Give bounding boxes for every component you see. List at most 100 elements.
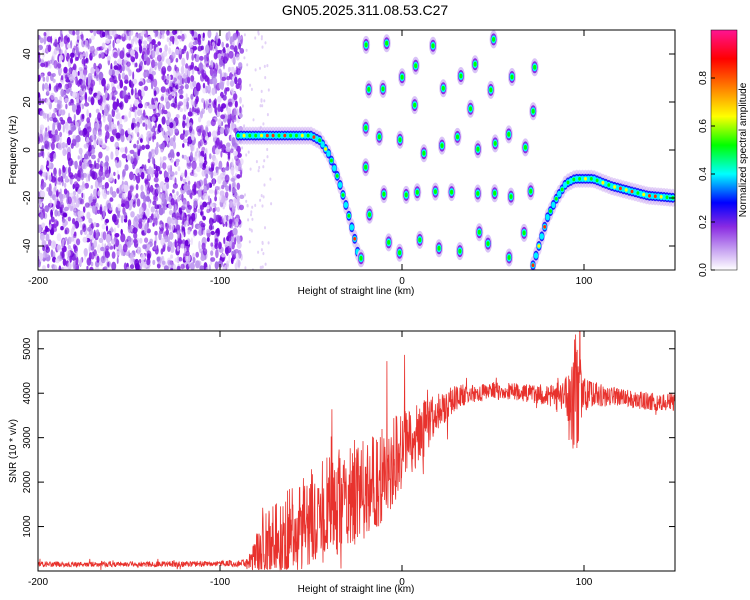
noise-blob: [121, 192, 127, 200]
noise-blob: [98, 63, 102, 70]
noise-blob: [246, 63, 249, 67]
noise-blob: [250, 87, 253, 91]
noise-blob: [148, 201, 151, 209]
alias-blob: [450, 189, 454, 195]
snr-panel: -200 -100 0 100 1000 2000 3000 4000 5000 Height …: [8, 330, 676, 595]
noise-blob: [136, 175, 141, 184]
noise-blob: [160, 86, 166, 93]
noise-blob: [112, 75, 117, 84]
noise-blob: [151, 155, 155, 165]
noise-blob: [85, 174, 89, 183]
noise-blob: [81, 184, 86, 191]
noise-blob: [84, 102, 90, 107]
noise-blob: [226, 248, 229, 256]
noise-blob: [173, 194, 177, 200]
noise-blob: [194, 151, 198, 161]
noise-blob: [81, 80, 86, 87]
noise-blob: [197, 224, 201, 230]
alias-blob: [437, 245, 441, 251]
noise-blob: [140, 191, 145, 200]
alias-blob: [364, 42, 368, 48]
noise-blob: [219, 127, 224, 135]
noise-blob: [88, 87, 93, 95]
noise-blob: [261, 204, 264, 208]
noise-blob: [140, 171, 145, 180]
noise-blob: [196, 260, 202, 267]
noise-blob: [196, 147, 199, 153]
x-tick-label: 0: [399, 577, 405, 588]
noise-blob: [71, 253, 77, 261]
noise-blob: [41, 240, 47, 245]
noise-blob: [134, 51, 139, 60]
right-ridge-peak: [648, 194, 651, 198]
noise-blob: [170, 254, 174, 259]
noise-blob: [187, 245, 190, 253]
left-ridge: [332, 165, 337, 172]
noise-blob: [145, 135, 149, 142]
noise-blob: [79, 54, 84, 60]
noise-blob: [214, 261, 219, 270]
noise-blob: [39, 232, 45, 241]
alias-blob: [529, 188, 533, 194]
snr-axes: -200 -100 0 100 1000 2000 3000 4000 5000: [22, 331, 675, 588]
noise-blob: [130, 38, 135, 45]
noise-blob: [173, 228, 178, 233]
noise-blob: [180, 243, 185, 249]
noise-blob: [168, 209, 174, 216]
noise-blob: [88, 173, 91, 182]
noise-blob: [154, 230, 158, 236]
noise-blob: [98, 117, 101, 125]
noise-blob: [221, 76, 227, 82]
noise-blob: [186, 200, 190, 208]
noise-blob: [65, 103, 68, 110]
noise-blob: [113, 51, 118, 59]
noise-blob: [155, 165, 161, 172]
noise-blob: [128, 43, 133, 49]
noise-blob: [42, 182, 47, 188]
noise-blob: [88, 38, 92, 44]
noise-blob: [204, 125, 209, 134]
noise-blob: [77, 218, 83, 223]
noise-blob: [196, 166, 201, 173]
noise-blob: [114, 141, 120, 149]
noise-blob: [225, 185, 230, 192]
noise-blob: [262, 165, 265, 169]
noise-blob: [171, 175, 175, 181]
noise-blob: [72, 260, 77, 270]
noise-blob: [117, 124, 121, 130]
y-tick-label: 20: [22, 96, 33, 108]
noise-blob: [239, 204, 244, 211]
noise-blob: [204, 135, 209, 141]
left-ridge-peak: [329, 158, 333, 163]
noise-blob: [67, 157, 73, 167]
noise-blob: [96, 255, 100, 263]
noise-blob: [48, 174, 52, 182]
noise-blob: [232, 197, 238, 207]
noise-blob: [114, 237, 117, 243]
noise-blob: [127, 135, 132, 142]
noise-blob: [157, 54, 162, 62]
noise-blob: [227, 231, 232, 238]
alias-blob: [398, 137, 402, 143]
noise-blob: [166, 37, 170, 43]
noise-blob: [258, 165, 261, 170]
noise-blob: [119, 147, 125, 153]
noise-blob: [266, 147, 269, 152]
noise-blob: [191, 30, 195, 37]
noise-blob: [83, 158, 87, 164]
noise-blob: [109, 77, 114, 83]
noise-blob: [250, 229, 253, 233]
noise-blob: [209, 182, 213, 188]
noise-blob: [147, 158, 151, 164]
noise-blob: [244, 266, 247, 270]
noise-blob: [217, 118, 222, 128]
noise-blob: [98, 168, 104, 177]
noise-blob: [121, 153, 127, 159]
noise-blob: [163, 109, 168, 115]
noise-blob: [176, 162, 179, 167]
noise-blob: [100, 255, 106, 264]
noise-blob: [133, 238, 138, 244]
noise-blob: [190, 61, 195, 69]
noise-blob: [229, 80, 235, 87]
noise-blob: [107, 114, 113, 123]
